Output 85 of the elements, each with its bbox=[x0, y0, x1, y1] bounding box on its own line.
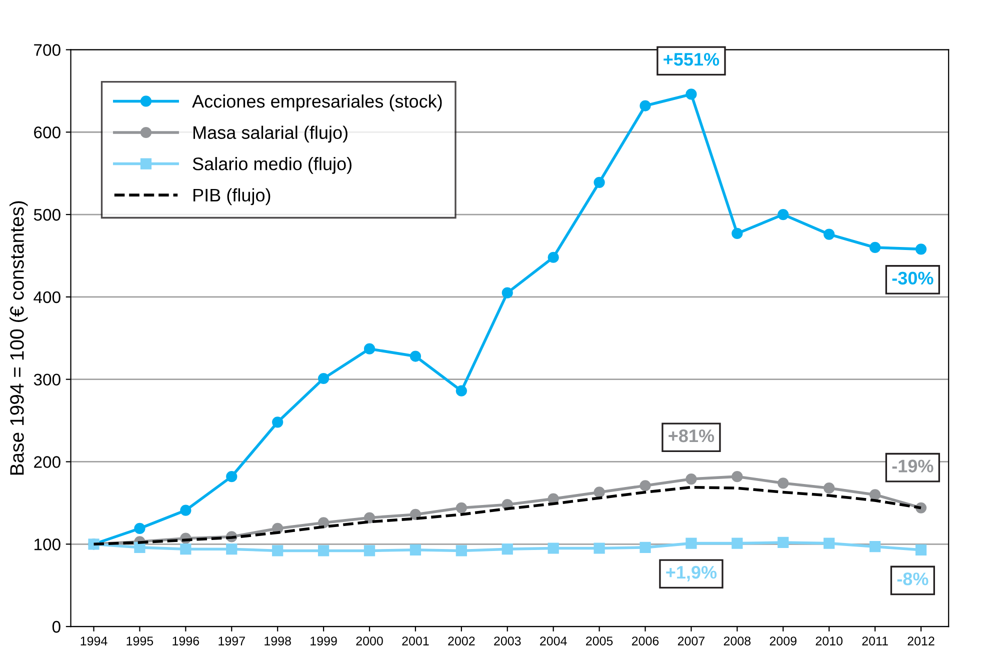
x-tick-label: 2010 bbox=[816, 636, 843, 646]
x-tick-label: 1994 bbox=[80, 636, 108, 646]
point bbox=[778, 478, 789, 489]
y-tick-label: 500 bbox=[34, 208, 60, 221]
point bbox=[180, 544, 192, 555]
point bbox=[594, 542, 605, 554]
y-tick-label: 200 bbox=[34, 456, 60, 468]
point bbox=[548, 252, 559, 263]
point bbox=[410, 350, 422, 362]
point bbox=[364, 545, 376, 556]
legend-label: Masa salarial (flujo) bbox=[194, 126, 348, 143]
x-tick-label: 1999 bbox=[310, 636, 337, 646]
y-tick-label: 0 bbox=[52, 620, 60, 633]
x-tick-label: 1995 bbox=[126, 636, 154, 646]
point bbox=[915, 244, 927, 255]
x-tick-label: 2008 bbox=[724, 636, 751, 646]
x-tick-label: 2007 bbox=[678, 636, 704, 646]
x-tick-label: 1996 bbox=[172, 636, 200, 646]
annotation: +1,9% bbox=[666, 566, 717, 582]
point bbox=[364, 343, 376, 354]
point bbox=[732, 471, 743, 482]
point bbox=[732, 538, 743, 549]
y-tick-label: 100 bbox=[34, 538, 60, 550]
point bbox=[318, 545, 330, 556]
x-tick-label: 2009 bbox=[770, 636, 796, 646]
point bbox=[318, 517, 330, 528]
point bbox=[272, 545, 284, 556]
x-tick-label: 1997 bbox=[218, 636, 245, 646]
x-tick-label: 2002 bbox=[448, 636, 475, 646]
point bbox=[272, 416, 284, 428]
point bbox=[824, 538, 835, 549]
annotation: +81% bbox=[668, 429, 714, 442]
point bbox=[640, 480, 651, 492]
point bbox=[134, 522, 146, 534]
point bbox=[870, 541, 881, 552]
point bbox=[594, 176, 605, 188]
point bbox=[502, 287, 513, 298]
point bbox=[410, 544, 422, 556]
point bbox=[824, 228, 835, 240]
point bbox=[134, 542, 146, 553]
y-axis-title: Base 1994 = 100 (€ constantes) bbox=[10, 201, 28, 475]
legend-label: PIB (flujo) bbox=[194, 188, 270, 206]
annotation: -30% bbox=[892, 272, 934, 285]
point bbox=[686, 88, 697, 100]
legend-label: Acciones empresariales (stock) bbox=[192, 94, 442, 112]
legend-label: Salario medio (flujo) bbox=[192, 157, 352, 174]
point bbox=[594, 486, 605, 498]
point bbox=[364, 512, 376, 524]
annotation: -8% bbox=[897, 572, 928, 586]
point bbox=[548, 542, 559, 554]
x-tick-label: 2000 bbox=[356, 636, 383, 646]
y-tick-label: 600 bbox=[34, 126, 60, 138]
x-tick-label: 2012 bbox=[908, 636, 934, 646]
point bbox=[180, 504, 192, 516]
point bbox=[456, 502, 467, 514]
point bbox=[502, 544, 513, 555]
x-tick-label: 2001 bbox=[402, 636, 429, 646]
point bbox=[824, 482, 835, 494]
point bbox=[640, 100, 651, 112]
x-tick-label: 2003 bbox=[494, 636, 521, 646]
x-tick-label: 2004 bbox=[540, 636, 567, 646]
point bbox=[778, 536, 789, 548]
point bbox=[870, 489, 881, 500]
point bbox=[915, 544, 927, 556]
point bbox=[732, 228, 743, 240]
y-tick-label: 700 bbox=[34, 44, 60, 56]
point bbox=[456, 385, 467, 396]
point bbox=[778, 208, 789, 220]
point bbox=[456, 545, 467, 556]
x-tick-label: 2011 bbox=[862, 636, 888, 646]
x-tick-label: 2005 bbox=[586, 636, 613, 646]
annotation: +551% bbox=[664, 52, 720, 66]
point bbox=[226, 544, 238, 555]
point bbox=[686, 538, 697, 549]
point bbox=[870, 242, 881, 254]
point bbox=[318, 372, 330, 384]
point bbox=[410, 508, 422, 520]
annotation: -19% bbox=[892, 460, 934, 472]
y-tick-label: 400 bbox=[34, 291, 60, 304]
point bbox=[226, 471, 238, 482]
y-tick-label: 300 bbox=[34, 374, 60, 386]
x-tick-label: 1998 bbox=[264, 636, 291, 646]
point bbox=[640, 542, 651, 553]
x-tick-label: 2006 bbox=[632, 636, 659, 646]
point bbox=[686, 473, 697, 485]
